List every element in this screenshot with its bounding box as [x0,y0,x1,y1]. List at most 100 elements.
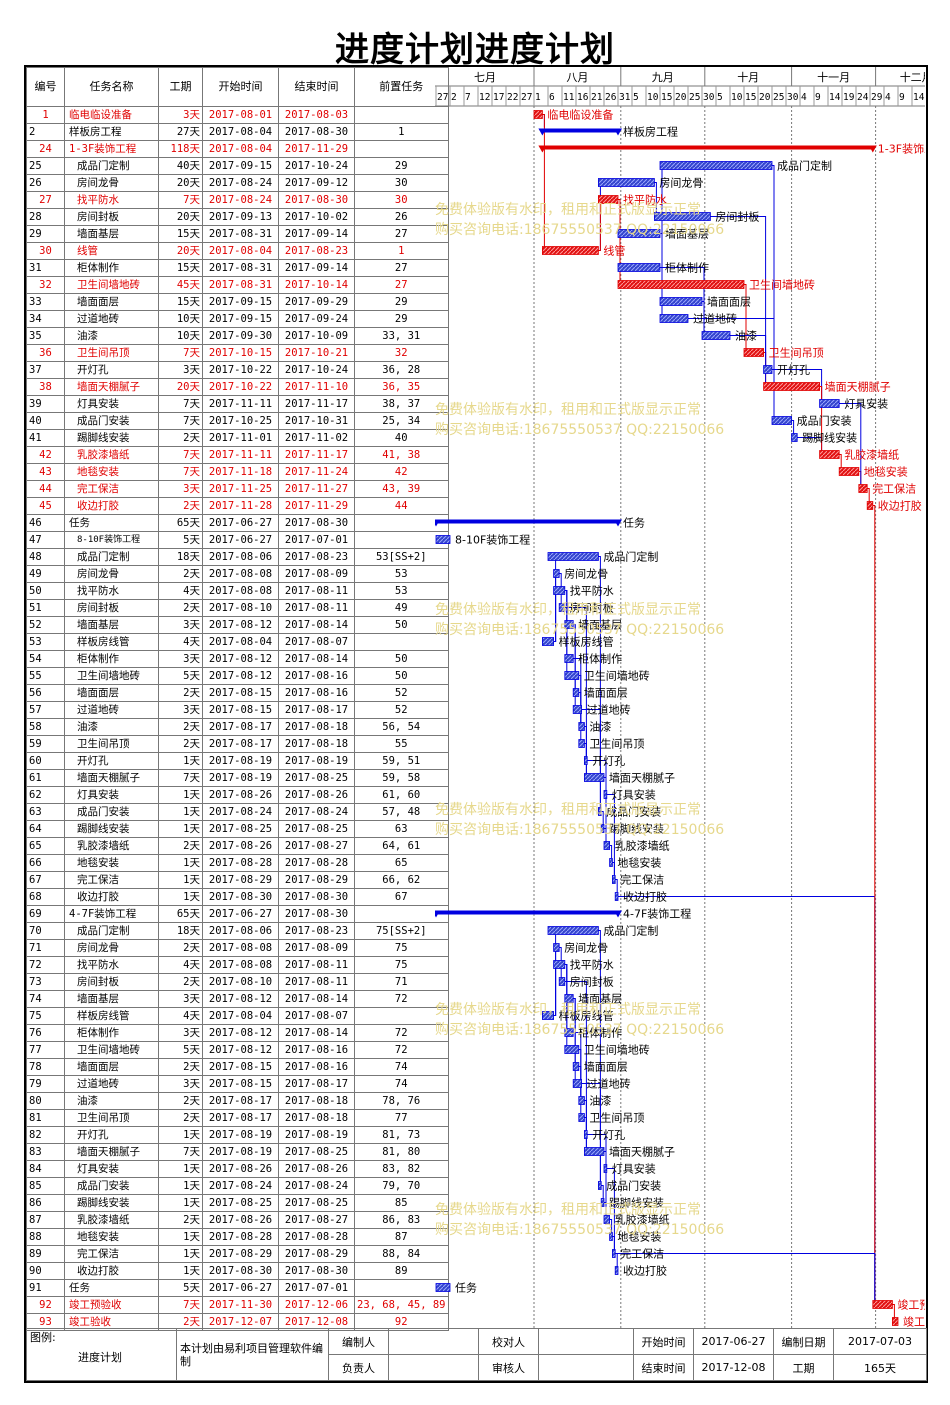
dependency-link [598,556,601,808]
col-header-duration[interactable]: 工期 [158,67,203,107]
task-end: 2017-08-14 [278,990,355,1008]
table-row[interactable]: 40 成品门安装 7天 2017-10-25 2017-10-31 25, 34 [26,412,449,430]
col-header-predecessors[interactable]: 前置任务 [354,67,449,107]
table-row[interactable]: 67 完工保洁 1天 2017-08-29 2017-08-29 66, 62 [26,871,449,889]
table-row[interactable]: 89 完工保洁 1天 2017-08-29 2017-08-29 88, 84 [26,1245,449,1263]
table-row[interactable]: 93 竣工验收 2天 2017-12-07 2017-12-08 92 [26,1313,449,1331]
table-row[interactable]: 88 地毯安装 1天 2017-08-28 2017-08-28 87 [26,1228,449,1246]
col-header-start[interactable]: 开始时间 [202,67,279,107]
table-row[interactable]: 36 卫生间吊顶 7天 2017-10-15 2017-10-21 32 [26,344,449,362]
task-name: 油漆 [64,1092,159,1110]
table-row[interactable]: 70 成品门定制 18天 2017-08-06 2017-08-23 75[SS+2] [26,922,449,940]
table-row[interactable]: 73 房间封板 2天 2017-08-10 2017-08-11 71 [26,973,449,991]
table-row[interactable]: 29 墙面基层 15天 2017-08-31 2017-09-14 27 [26,225,449,243]
table-row[interactable]: 52 墙面基层 3天 2017-08-12 2017-08-14 50 [26,616,449,634]
table-row[interactable]: 83 墙面天棚腻子 7天 2017-08-19 2017-08-25 81, 80 [26,1143,449,1161]
table-row[interactable]: 34 过道地砖 10天 2017-09-15 2017-09-24 29 [26,310,449,328]
table-row[interactable]: 58 油漆 2天 2017-08-17 2017-08-18 56, 54 [26,718,449,736]
table-row[interactable]: 38 墙面天棚腻子 20天 2017-10-22 2017-11-10 36, 35 [26,378,449,396]
task-start: 2017-09-15 [202,157,279,175]
table-row[interactable]: 54 柜体制作 3天 2017-08-12 2017-08-14 50 [26,650,449,668]
col-header-end[interactable]: 结束时间 [278,67,355,107]
table-row[interactable]: 48 成品门定制 18天 2017-08-06 2017-08-23 53[SS+2] [26,548,449,566]
table-row[interactable]: 42 乳胶漆墙纸 7天 2017-11-11 2017-11-17 41, 38 [26,446,449,464]
table-row[interactable]: 90 收边打胶 1天 2017-08-30 2017-08-30 89 [26,1262,449,1280]
table-row[interactable]: 71 房间龙骨 2天 2017-08-08 2017-08-09 75 [26,939,449,957]
table-row[interactable]: 84 灯具安装 1天 2017-08-26 2017-08-26 83, 82 [26,1160,449,1178]
table-row[interactable]: 41 踢脚线安装 2天 2017-11-01 2017-11-02 40 [26,429,449,447]
task-bar-label: 过道地砖 [587,703,631,717]
table-row[interactable]: 86 踢脚线安装 1天 2017-08-25 2017-08-25 85 [26,1194,449,1212]
task-predecessors: 72 [354,990,449,1008]
table-row[interactable]: 35 油漆 10天 2017-09-30 2017-10-09 33, 31 [26,327,449,345]
table-header: 编号 任务名称 工期 开始时间 结束时间 前置任务 [26,67,449,107]
table-row[interactable]: 56 墙面面层 2天 2017-08-15 2017-08-16 52 [26,684,449,702]
table-row[interactable]: 80 油漆 2天 2017-08-17 2017-08-18 78, 76 [26,1092,449,1110]
task-name: 任务 [64,1279,159,1297]
table-row[interactable]: 63 成品门安装 1天 2017-08-24 2017-08-24 57, 48 [26,803,449,821]
summary-bar-cap [868,145,877,153]
table-row[interactable]: 24 1-3F装饰工程 118天 2017-08-04 2017-11-29 [26,140,449,158]
task-bar-label: 房间封板 [715,210,759,224]
table-row[interactable]: 66 地毯安装 1天 2017-08-28 2017-08-28 65 [26,854,449,872]
table-row[interactable]: 27 找平防水 7天 2017-08-24 2017-08-30 30 [26,191,449,209]
table-row[interactable]: 75 样板房线管 4天 2017-08-04 2017-08-07 [26,1007,449,1025]
col-header-name[interactable]: 任务名称 [64,67,159,107]
table-row[interactable]: 47 8-10F装饰工程 5天 2017-06-27 2017-07-01 [26,531,449,549]
task-id: 32 [26,276,65,294]
table-row[interactable]: 68 收边打胶 1天 2017-08-30 2017-08-30 67 [26,888,449,906]
table-row[interactable]: 49 房间龙骨 2天 2017-08-08 2017-08-09 53 [26,565,449,583]
table-row[interactable]: 76 柜体制作 3天 2017-08-12 2017-08-14 72 [26,1024,449,1042]
tick-label: 11 [563,92,575,103]
table-row[interactable]: 53 样板房线管 4天 2017-08-04 2017-08-07 [26,633,449,651]
table-row[interactable]: 64 踢脚线安装 1天 2017-08-25 2017-08-25 63 [26,820,449,838]
table-row[interactable]: 85 成品门安装 1天 2017-08-24 2017-08-24 79, 70 [26,1177,449,1195]
table-row[interactable]: 30 线管 20天 2017-08-04 2017-08-23 1 [26,242,449,260]
table-row[interactable]: 60 开灯孔 1天 2017-08-19 2017-08-19 59, 51 [26,752,449,770]
table-row[interactable]: 2 样板房工程 27天 2017-08-04 2017-08-30 1 [26,123,449,141]
table-row[interactable]: 62 灯具安装 1天 2017-08-26 2017-08-26 61, 60 [26,786,449,804]
editor-value[interactable] [388,1328,479,1355]
table-row[interactable]: 45 收边打胶 2天 2017-11-28 2017-11-29 44 [26,497,449,515]
table-row[interactable]: 78 墙面面层 2天 2017-08-15 2017-08-16 74 [26,1058,449,1076]
reviewer-value[interactable] [538,1354,634,1381]
table-row[interactable]: 39 灯具安装 7天 2017-11-11 2017-11-17 38, 37 [26,395,449,413]
col-header-id[interactable]: 编号 [26,67,65,107]
table-row[interactable]: 61 墙面天棚腻子 7天 2017-08-19 2017-08-25 59, 58 [26,769,449,787]
table-row[interactable]: 51 房间封板 2天 2017-08-10 2017-08-11 49 [26,599,449,617]
table-row[interactable]: 69 4-7F装饰工程 65天 2017-06-27 2017-08-30 [26,905,449,923]
table-row[interactable]: 25 成品门定制 40天 2017-09-15 2017-10-24 29 [26,157,449,175]
task-start: 2017-08-17 [202,735,279,753]
summary-bar-cap [614,128,622,136]
table-row[interactable]: 46 任务 65天 2017-06-27 2017-08-30 [26,514,449,532]
table-row[interactable]: 28 房间封板 20天 2017-09-13 2017-10-02 26 [26,208,449,226]
table-row[interactable]: 65 乳胶漆墙纸 2天 2017-08-26 2017-08-27 64, 61 [26,837,449,855]
table-row[interactable]: 59 卫生间吊顶 2天 2017-08-17 2017-08-18 55 [26,735,449,753]
table-row[interactable]: 81 卫生间吊顶 2天 2017-08-17 2017-08-18 77 [26,1109,449,1127]
task-predecessors: 71 [354,973,449,991]
table-row[interactable]: 26 房间龙骨 20天 2017-08-24 2017-09-12 30 [26,174,449,192]
table-row[interactable]: 31 柜体制作 15天 2017-08-31 2017-09-14 27 [26,259,449,277]
table-row[interactable]: 32 卫生间墙地砖 45天 2017-08-31 2017-10-14 27 [26,276,449,294]
owner-value[interactable] [388,1354,479,1381]
table-row[interactable]: 79 过道地砖 3天 2017-08-15 2017-08-17 74 [26,1075,449,1093]
table-row[interactable]: 50 找平防水 4天 2017-08-08 2017-08-11 53 [26,582,449,600]
table-row[interactable]: 77 卫生间墙地砖 5天 2017-08-12 2017-08-16 72 [26,1041,449,1059]
table-row[interactable]: 82 开灯孔 1天 2017-08-19 2017-08-19 81, 73 [26,1126,449,1144]
table-row[interactable]: 87 乳胶漆墙纸 2天 2017-08-26 2017-08-27 86, 83 [26,1211,449,1229]
table-row[interactable]: 43 地毯安装 7天 2017-11-18 2017-11-24 42 [26,463,449,481]
table-row[interactable]: 92 竣工预验收 7天 2017-11-30 2017-12-06 23, 68, 45,… [26,1296,449,1314]
table-row[interactable]: 55 卫生间墙地砖 5天 2017-08-12 2017-08-16 50 [26,667,449,685]
table-row[interactable]: 1 临电临设准备 3天 2017-08-01 2017-08-03 [26,106,449,124]
table-row[interactable]: 72 找平防水 4天 2017-08-08 2017-08-11 75 [26,956,449,974]
table-row[interactable]: 91 任务 5天 2017-06-27 2017-07-01 [26,1279,449,1297]
task-predecessors: 1 [354,123,449,141]
table-row[interactable]: 37 开灯孔 3天 2017-10-22 2017-10-24 36, 28 [26,361,449,379]
table-row[interactable]: 57 过道地砖 3天 2017-08-15 2017-08-17 52 [26,701,449,719]
task-bar-label: 完工保洁 [620,1247,664,1261]
checker-value[interactable] [538,1328,634,1355]
task-bar-label: 收边打胶 [623,890,667,904]
table-row[interactable]: 33 墙面面层 15天 2017-09-15 2017-09-29 29 [26,293,449,311]
table-row[interactable]: 74 墙面基层 3天 2017-08-12 2017-08-14 72 [26,990,449,1008]
table-row[interactable]: 44 完工保洁 3天 2017-11-25 2017-11-27 43, 39 [26,480,449,498]
